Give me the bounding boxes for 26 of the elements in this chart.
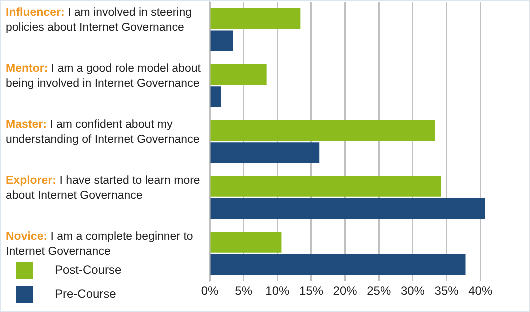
- bar: [210, 8, 301, 30]
- y-tick-label: Influencer: I am involved in steering policies about Internet Governance: [6, 6, 193, 36]
- legend-label: Post-Course: [55, 263, 122, 277]
- x-tick-label: 5%: [235, 284, 253, 298]
- y-tick-label: Mentor: I am a good role model about being involved in Internet Governance: [6, 62, 202, 92]
- y-tick-label: Master: I am confident about my understanding of Internet Governance: [6, 118, 201, 148]
- bar: [210, 232, 282, 253]
- y-tick-label: Explorer: I have started to learn more about Internet Governance: [6, 174, 202, 204]
- bar: [210, 64, 267, 86]
- x-tick-label: 30%: [400, 284, 426, 298]
- x-tick-label: 15%: [299, 284, 324, 298]
- bar: [210, 198, 486, 220]
- bar: [210, 120, 436, 142]
- bar: [210, 254, 466, 276]
- legend-label: Pre-Course: [55, 287, 116, 301]
- bar: [210, 86, 222, 108]
- y-tick-label: Novice: I am a complete beginner to Internet Governance: [6, 230, 194, 260]
- bar: [210, 142, 320, 164]
- x-tick-label: 0%: [201, 284, 219, 298]
- bar: [210, 176, 442, 197]
- x-tick-label: 10%: [266, 284, 290, 298]
- x-tick-label: 35%: [434, 284, 460, 298]
- x-tick-label: 20%: [333, 284, 358, 298]
- x-tick-label: 25%: [367, 284, 392, 298]
- bar: [210, 30, 234, 52]
- x-tick-label: 40%: [468, 284, 493, 298]
